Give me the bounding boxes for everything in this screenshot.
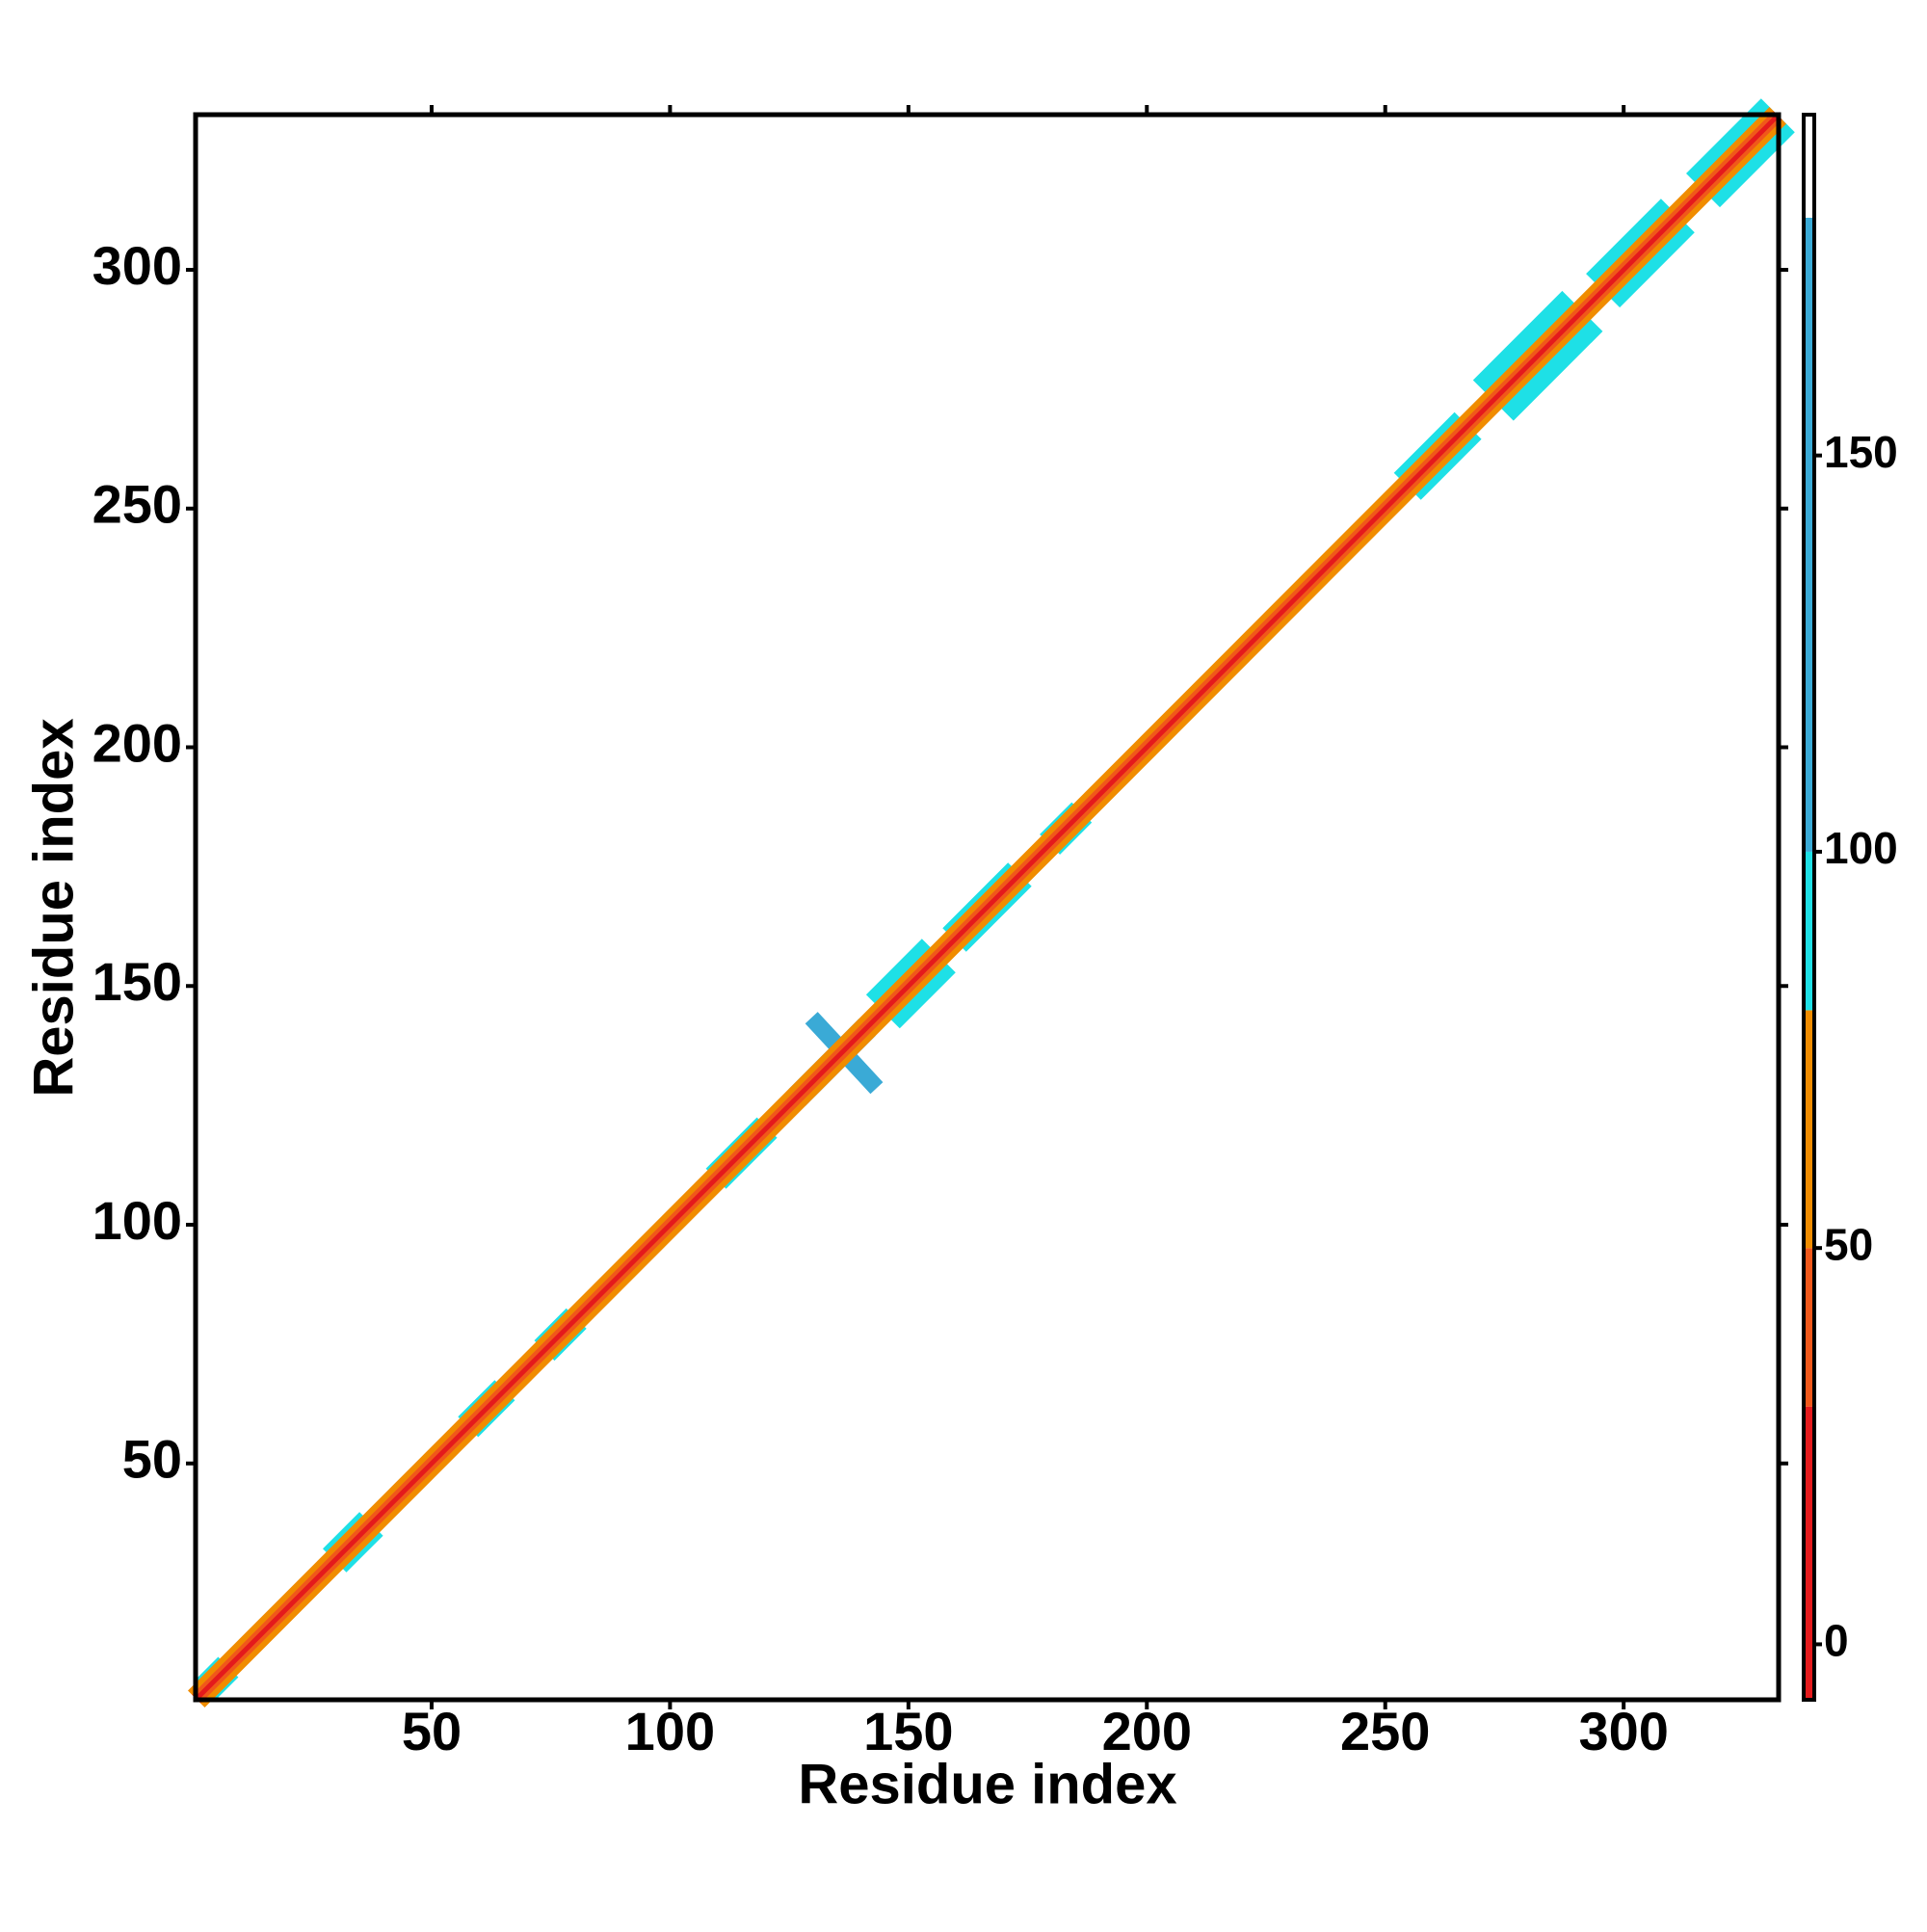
x-axis-title: Residue index: [798, 1753, 1176, 1815]
x-tick-label: 100: [625, 1701, 715, 1761]
colorbar-tick-label: 0: [1824, 1616, 1849, 1666]
y-tick-label: 300: [92, 235, 182, 296]
y-tick-label: 100: [92, 1190, 182, 1251]
x-tick-label: 200: [1102, 1701, 1192, 1761]
colorbar-tick-label: 150: [1824, 427, 1898, 477]
y-tick-label: 200: [92, 712, 182, 773]
x-tick-label: 250: [1340, 1701, 1430, 1761]
colorbar-tick-label: 50: [1824, 1219, 1873, 1269]
colorbar-frame: [1802, 113, 1816, 1702]
x-tick-label: 150: [863, 1701, 953, 1761]
colorbar-bin: [1804, 1248, 1814, 1407]
y-axis-title: Residue index: [22, 718, 85, 1097]
colorbar-bin: [1804, 217, 1814, 852]
contact-band: [195, 114, 1780, 1701]
colorbar-bin: [1804, 1010, 1814, 1249]
y-tick-label: 250: [92, 474, 182, 535]
x-tick-label: 50: [402, 1701, 462, 1761]
plot-frame: [193, 112, 1782, 1703]
colorbar-bin: [1804, 1406, 1814, 1700]
colorbar-tick-label: 100: [1824, 823, 1898, 873]
y-tick-label: 50: [122, 1429, 182, 1490]
colorbar-bin: [1804, 115, 1814, 218]
x-tick-label: 300: [1578, 1701, 1668, 1761]
y-tick-label: 150: [92, 951, 182, 1012]
colorbar-bin: [1804, 851, 1814, 1011]
